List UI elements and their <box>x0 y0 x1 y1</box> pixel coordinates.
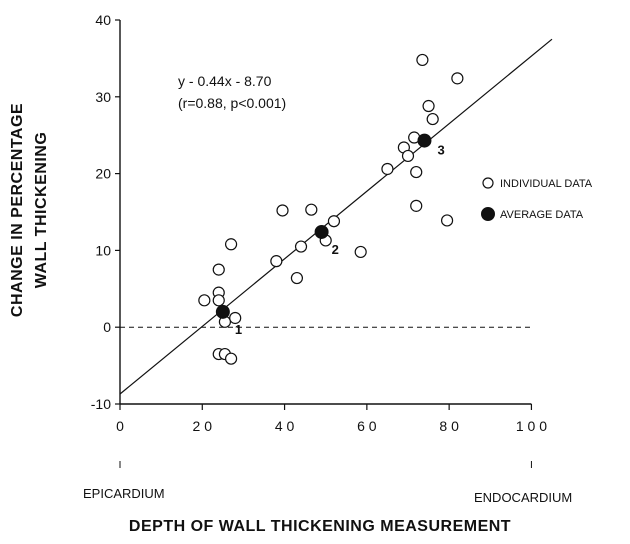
legend-individual-data: INDIVIDUAL DATA <box>500 178 593 190</box>
individual-data-point <box>294 240 308 253</box>
x-tick-label: 0 <box>116 418 124 434</box>
individual-data-point <box>224 238 238 251</box>
individual-data-point <box>451 72 464 85</box>
individual-data-point <box>426 112 439 126</box>
x-tick-label: 4 0 <box>275 418 295 434</box>
individual-data-point <box>270 255 283 268</box>
individual-data-point <box>440 214 454 227</box>
y-tick-label: 30 <box>95 89 111 105</box>
individual-data-point <box>422 99 435 113</box>
individual-data-point <box>198 294 211 307</box>
average-data-point <box>215 304 230 319</box>
legend-filled-circle-marker <box>481 207 495 221</box>
regression-stats: (r=0.88, p<0.001) <box>178 95 286 111</box>
x-tick-label: 2 0 <box>193 418 213 434</box>
x-tick-label: 6 0 <box>357 418 377 434</box>
average-data-point <box>314 224 329 239</box>
average-point-label: 2 <box>332 242 339 257</box>
x-tick-label: 8 0 <box>439 418 459 434</box>
individual-data-point <box>410 199 423 212</box>
individual-data-point <box>276 204 289 217</box>
regression-equation: y - 0.44x - 8.70 <box>178 73 272 89</box>
individual-data-point <box>354 245 367 259</box>
y-axis-title-line-1: CHANGE IN PERCENTAGE <box>9 103 26 317</box>
individual-data-point <box>401 149 415 163</box>
individual-data-point <box>410 165 423 179</box>
individual-data-point <box>224 352 238 365</box>
y-tick-label: 40 <box>95 12 111 28</box>
individual-data-point <box>327 215 341 228</box>
y-axis-title-line-2: WALL THICKENING <box>33 132 50 289</box>
individual-data-point <box>416 53 429 67</box>
individual-data-point <box>381 162 394 176</box>
x-axis-title: DEPTH OF WALL THICKENING MEASUREMENT <box>129 518 511 535</box>
y-tick-label: 10 <box>95 242 111 258</box>
epicardium-label: EPICARDIUM <box>83 486 165 501</box>
y-tick-label: 0 <box>103 319 111 335</box>
legend-open-circle-marker <box>482 177 494 189</box>
endocardium-label: ENDOCARDIUM <box>474 490 572 505</box>
y-tick-label: -10 <box>91 396 111 412</box>
individual-data-point <box>212 294 225 307</box>
individual-data-point <box>212 263 225 276</box>
average-point-label: 3 <box>437 143 444 158</box>
x-tick-label: 1 0 0 <box>516 418 547 434</box>
legend-average-data: AVERAGE DATA <box>500 209 584 221</box>
y-tick-label: 20 <box>95 166 111 182</box>
individual-data-point <box>290 271 304 285</box>
individual-data-point <box>305 203 318 216</box>
individual-data-point <box>229 311 242 325</box>
average-point-label: 1 <box>235 322 242 337</box>
average-data-point <box>417 133 432 148</box>
